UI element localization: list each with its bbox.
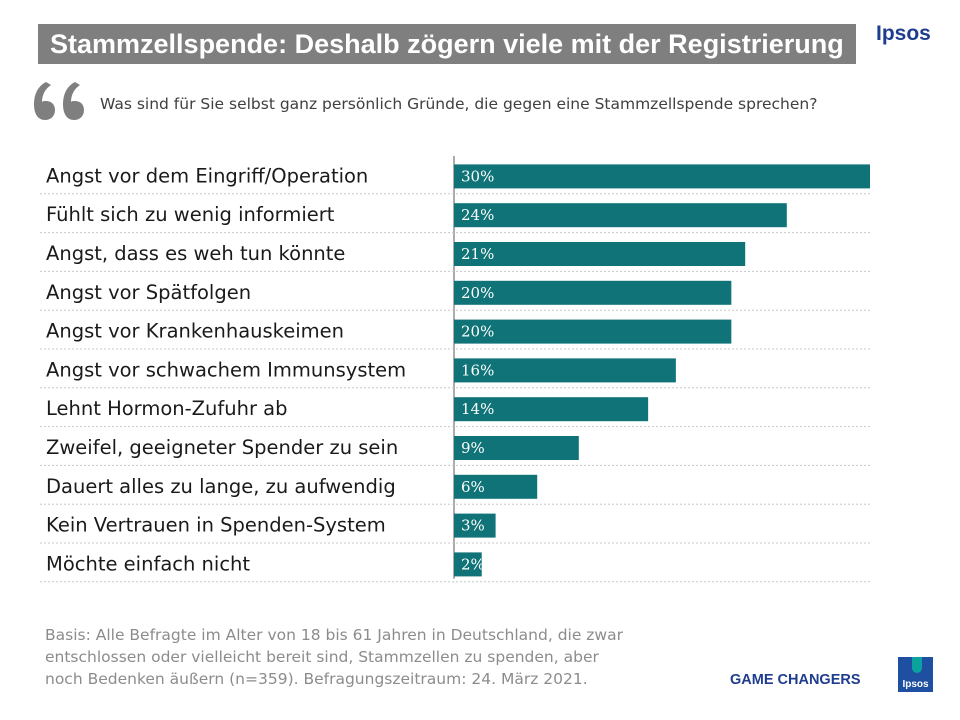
bar (454, 474, 538, 499)
category-label: Lehnt Hormon-Zufuhr ab (46, 397, 288, 420)
category-label: Möchte einfach nicht (46, 552, 250, 575)
bar (454, 552, 482, 577)
category-label: Dauert alles zu lange, zu aufwendig (46, 475, 396, 498)
quote-icon (34, 82, 84, 120)
data-label: 2% (461, 555, 485, 573)
category-label: Angst vor Krankenhauskeimen (46, 320, 344, 343)
bar (454, 242, 746, 266)
data-label: 20% (461, 323, 494, 341)
page-title: Stammzellspende: Deshalb zögern viele mi… (38, 24, 856, 64)
footnote: Basis: Alle Befragte im Alter von 18 bis… (45, 624, 695, 690)
category-label: Angst vor schwachem Immunsystem (46, 358, 406, 381)
bar (454, 280, 732, 305)
category-label: Angst vor dem Eingriff/Operation (46, 164, 368, 187)
bar (454, 203, 787, 228)
category-label: Zweifel, geeigneter Spender zu sein (46, 436, 398, 459)
ipsos-logo-text: Ipsos (902, 679, 929, 690)
survey-question: Was sind für Sie selbst ganz persönlich … (100, 95, 818, 113)
footnote-line: Basis: Alle Befragte im Alter von 18 bis… (45, 626, 623, 644)
data-label: 16% (461, 361, 494, 379)
ipsos-logo: Ipsos (898, 657, 933, 692)
data-label: 14% (461, 400, 494, 418)
category-label: Angst vor Spätfolgen (46, 281, 251, 304)
data-label: 9% (461, 439, 485, 457)
bar (454, 164, 870, 189)
game-changers-tagline: GAME CHANGERS (730, 672, 861, 688)
data-label: 6% (461, 478, 485, 496)
footnote-line: noch Bedenken äußern (n=359). Befragungs… (45, 670, 588, 688)
data-label: 30% (461, 167, 494, 185)
bar (454, 436, 579, 460)
footnote-line: entschlossen oder vielleicht bereit sind… (45, 648, 599, 666)
brand-logo: Ipsos (876, 22, 931, 45)
data-label: 24% (461, 206, 494, 224)
bar (454, 513, 496, 538)
bar (454, 397, 649, 422)
bar (454, 319, 732, 344)
data-label: 21% (461, 245, 494, 263)
bar (454, 358, 676, 383)
category-label: Fühlt sich zu wenig informiert (46, 203, 335, 226)
data-label: 3% (461, 517, 485, 535)
category-label: Angst, dass es weh tun könnte (46, 242, 345, 265)
category-label: Kein Vertrauen in Spenden-System (46, 514, 386, 537)
data-label: 20% (461, 284, 494, 302)
